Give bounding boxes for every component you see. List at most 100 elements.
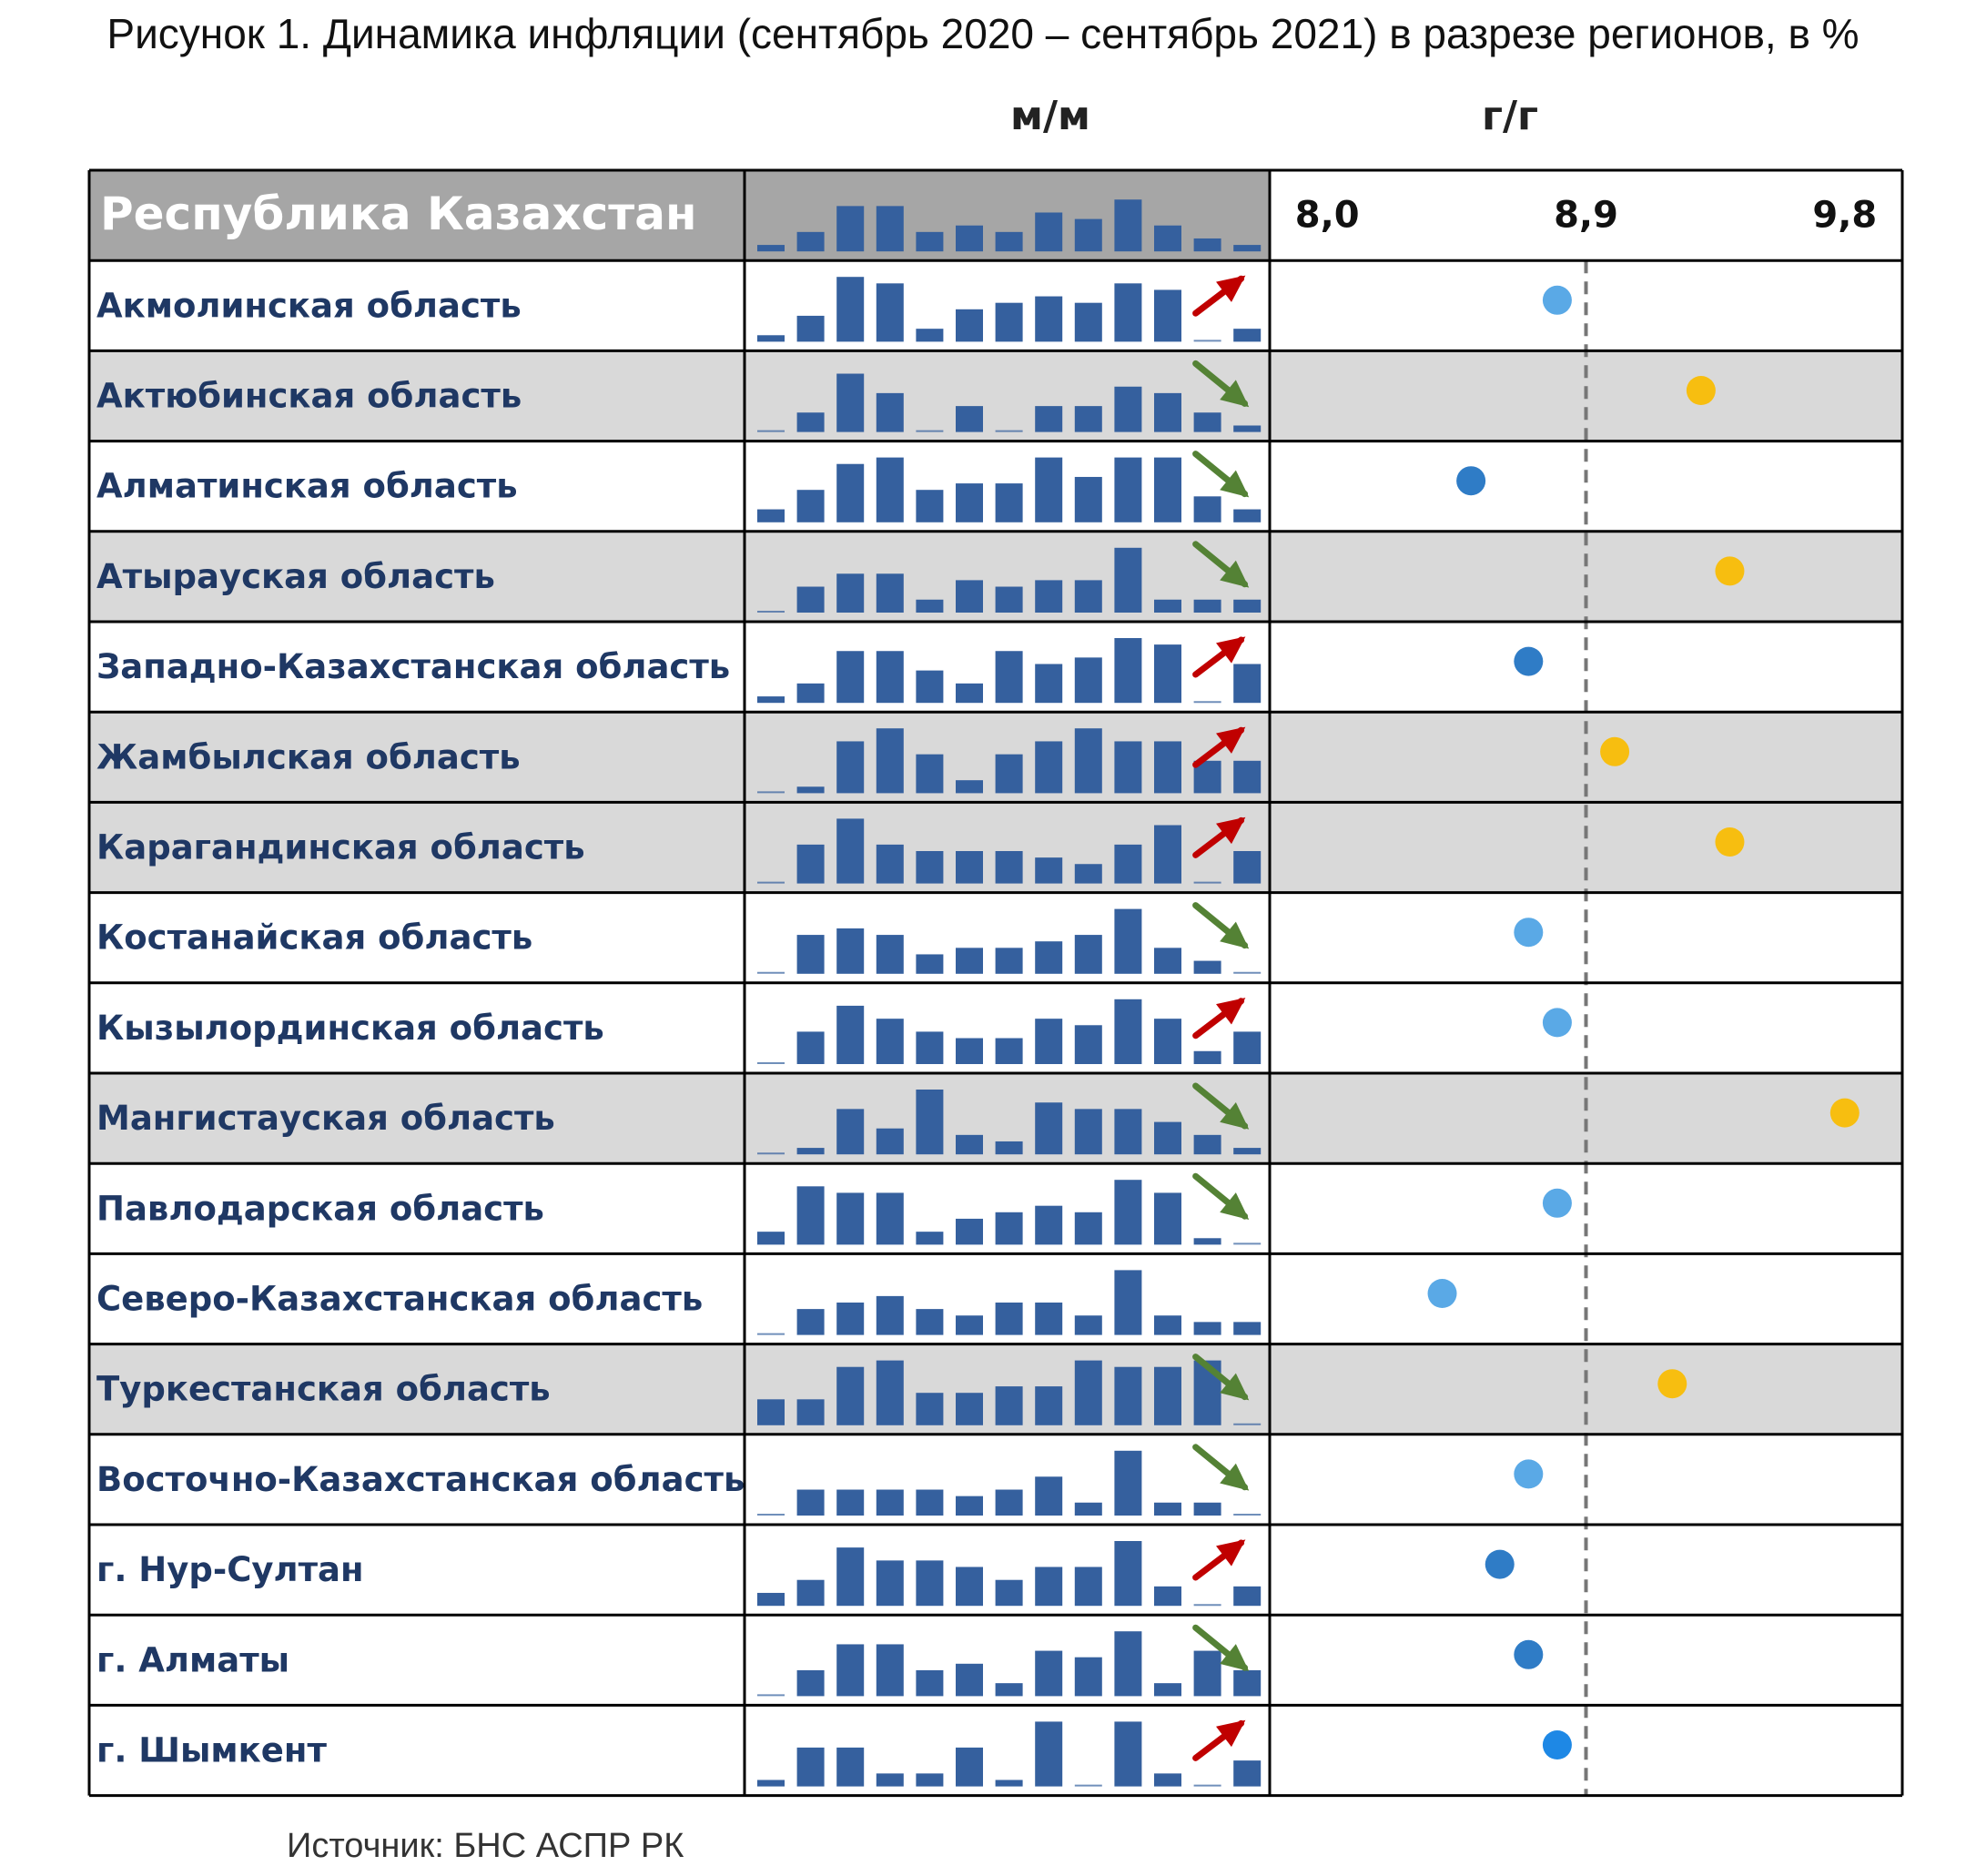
mm-bar [1074,1315,1102,1335]
mm-bar [1114,1180,1142,1245]
mm-bar [1114,547,1142,613]
mm-bar [1035,1721,1063,1787]
mm-bar [1035,741,1063,794]
mm-bar [956,1663,983,1697]
arrow-head [1220,1644,1250,1671]
mm-bar [1035,1303,1063,1335]
mm-bar [995,1683,1023,1697]
mm-bar [1233,1760,1262,1787]
mm-bar [836,818,865,884]
mm-bar [757,1399,785,1425]
mm-bar [1154,1315,1181,1335]
mm-bar [796,1747,825,1787]
mm-bar [1035,406,1063,432]
chart-title: Рисунок 1. Динамика инфляции (сентябрь 2… [106,10,1860,57]
region-label: Туркестанская область [96,1370,551,1409]
mm-bar [995,1386,1023,1425]
header-region-label: Республика Казахстан [100,188,697,240]
header-row-fill [89,170,1270,261]
mm-bar [1193,1238,1221,1245]
region-label: Мангистауская область [96,1099,555,1138]
arrow-head [1220,1373,1250,1401]
mm-bar [836,1109,865,1155]
arrow-head [1216,1539,1246,1567]
mm-bar [1074,1567,1102,1607]
mm-bar [916,754,944,794]
mm-bar [916,1232,944,1245]
mm-bar [876,573,904,613]
mm-bar [1154,1586,1181,1607]
region-label: г. Шымкент [96,1731,327,1770]
mm-bar [1035,664,1063,704]
mm-bar [1114,1721,1142,1787]
region-label: г. Алматы [96,1640,289,1679]
mm-bar [836,463,865,522]
mm-bar [956,1496,983,1516]
mm-bar [1154,1502,1181,1516]
mm-bar [796,1489,825,1516]
mm-bar [796,412,825,432]
mm-bar [1114,199,1142,252]
mm-bar [995,651,1023,704]
mm-bar [1074,1025,1102,1064]
mm-bar [1074,1212,1102,1245]
region-label: Карагандинская область [96,828,585,867]
region-label: Атырауская область [96,557,495,596]
yy-tick-label: 9,8 [1812,195,1877,237]
arrow-head [1220,560,1250,588]
yy-dot [1542,1008,1572,1038]
mm-bar [836,373,865,432]
mm-bar [1233,1322,1262,1335]
mm-bar [1114,638,1142,704]
mm-bar [1114,1270,1142,1335]
mm-bar [796,844,825,884]
mm-bar [1035,296,1063,342]
mm-bar [796,1031,825,1064]
mm-bar [1074,1109,1102,1155]
yy-dot [1514,1639,1544,1669]
yy-dot [1657,1369,1687,1399]
mm-bar [1233,599,1262,613]
mm-bar [1074,935,1102,974]
mm-bar [1114,1631,1142,1697]
mm-bar [1233,760,1262,794]
mm-bar [916,1090,944,1155]
mm-bar [1233,1148,1262,1155]
mm-bar [876,1128,904,1155]
mm-bar [916,1309,944,1335]
mm-bar [1035,1567,1063,1607]
mm-bar [836,573,865,613]
mm-bar [1233,1586,1262,1607]
yy-dot [1514,1459,1544,1489]
mm-bar [836,1005,865,1064]
yy-dot [1485,1549,1515,1579]
mm-bar [796,586,825,613]
mm-bar [796,1399,825,1425]
mm-bar [956,483,983,522]
mm-bar [1035,941,1063,974]
yy-tick-label: 8,0 [1295,195,1360,237]
mm-bar [876,283,904,342]
mm-bar [916,670,944,704]
mm-bar [1193,1134,1221,1155]
region-label: Алматинская область [96,467,518,506]
column-label-mm: м/м [1010,93,1090,139]
mm-bar [1154,392,1181,432]
mm-bar [1035,1650,1063,1697]
mm-bar [757,509,785,522]
mm-bar [796,490,825,522]
mm-bar [1233,1669,1262,1697]
mm-bar [757,335,785,342]
mm-bar [1074,302,1102,342]
mm-bar [1193,238,1221,252]
mm-bar [876,1489,904,1516]
mm-bar [916,1031,944,1064]
mm-bar [956,683,983,704]
mm-bar [876,206,904,252]
mm-bar [995,1141,1023,1155]
mm-bar [1154,644,1181,704]
mm-bar [1035,457,1063,522]
mm-bar [1114,1450,1142,1516]
mm-bar [796,315,825,342]
arrow-head [1216,275,1246,302]
